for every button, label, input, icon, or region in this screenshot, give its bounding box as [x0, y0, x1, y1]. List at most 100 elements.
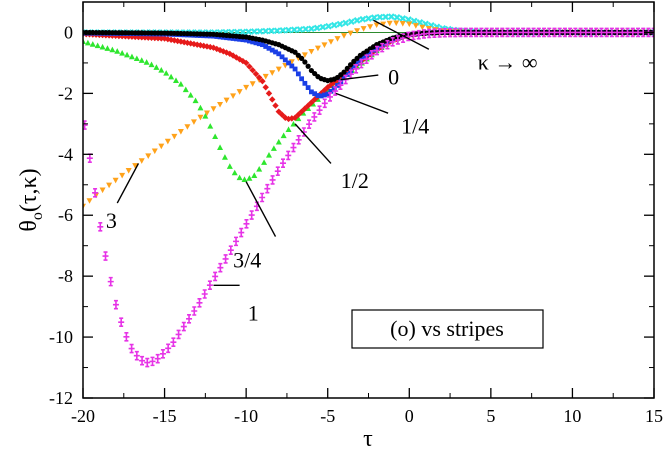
data-point [405, 16, 412, 23]
data-point [139, 355, 146, 366]
data-point [273, 49, 278, 55]
x-tick-label: 15 [645, 406, 663, 426]
data-point [202, 113, 209, 119]
data-point [279, 54, 285, 60]
data-point [420, 29, 427, 39]
x-axis-title: τ [363, 426, 373, 452]
data-point [246, 175, 253, 181]
data-point [240, 37, 246, 43]
data-point [119, 172, 126, 179]
data-point [614, 27, 621, 38]
data-point [279, 27, 287, 34]
data-point [128, 53, 135, 60]
data-point [124, 51, 131, 58]
data-point [353, 64, 360, 74]
data-point [245, 28, 252, 36]
data-point [295, 111, 302, 118]
data-point [306, 119, 313, 130]
data-point [226, 163, 233, 169]
data-point [302, 59, 308, 65]
data-point [295, 52, 301, 58]
data-point [286, 60, 291, 66]
data-point [230, 93, 237, 100]
data-point [217, 262, 224, 273]
y-tick-label: -6 [58, 205, 73, 225]
data-point [197, 42, 204, 49]
data-point [184, 39, 191, 47]
data-point [256, 166, 263, 172]
data-point [336, 20, 344, 28]
data-point [268, 27, 275, 35]
data-point [290, 120, 297, 127]
x-tick-label: -20 [71, 406, 95, 426]
y-axis-title: θo(τ,κ) [16, 168, 46, 231]
data-point [255, 74, 263, 81]
data-point [341, 33, 348, 39]
data-point [467, 27, 474, 38]
ticks [82, 1, 655, 399]
data-point [252, 70, 260, 78]
data-point [342, 19, 350, 27]
data-point [509, 27, 516, 38]
data-point [588, 27, 595, 38]
data-point [253, 201, 260, 212]
data-point [295, 115, 302, 122]
data-point [276, 51, 282, 57]
y-axis-title-sub: o [29, 212, 46, 220]
data-point [86, 198, 93, 204]
data-point [393, 20, 400, 27]
data-point [301, 52, 308, 58]
data-point [246, 63, 253, 70]
data-point [275, 138, 282, 145]
data-point [331, 86, 337, 92]
series-1 [83, 27, 654, 368]
annotation-label: 1/4 [401, 113, 429, 138]
data-point [187, 92, 194, 98]
data-point [292, 49, 298, 55]
annotation-label: 1 [248, 301, 259, 326]
data-point [238, 227, 245, 238]
data-point [328, 88, 334, 94]
data-point [132, 163, 139, 169]
data-point [144, 357, 151, 368]
data-point [212, 271, 219, 282]
data-point [399, 21, 406, 27]
annotation-leader [245, 181, 277, 237]
data-point [344, 72, 350, 77]
data-point [593, 27, 600, 38]
data-point [273, 27, 281, 35]
x-tick-label: -5 [320, 406, 335, 426]
data-point [233, 36, 239, 42]
data-point [530, 27, 537, 38]
data-point [577, 27, 584, 38]
data-point [243, 37, 249, 43]
data-point [393, 14, 401, 21]
data-point [315, 93, 321, 98]
data-point [337, 80, 344, 91]
data-point [351, 58, 357, 64]
data-point [251, 172, 258, 179]
data-point [253, 40, 259, 46]
data-point [314, 45, 321, 52]
data-point [426, 28, 433, 39]
data-point [525, 27, 532, 38]
data-point [312, 70, 318, 77]
data-point [164, 138, 171, 145]
data-point [347, 18, 355, 26]
data-point [309, 89, 314, 95]
data-point [347, 69, 354, 79]
data-point [312, 91, 318, 97]
data-point [259, 192, 266, 203]
data-point [109, 46, 116, 53]
data-point [184, 124, 191, 130]
data-point [419, 24, 426, 31]
data-point [399, 15, 407, 22]
data-point [233, 236, 240, 247]
annotation-texts: κ → ∞ 01/4 1/2 3/4 3 1 [106, 49, 538, 325]
annotation-label: 0 [388, 65, 399, 90]
data-point [365, 15, 372, 22]
data-point [233, 28, 241, 36]
data-point [406, 21, 413, 28]
data-point [84, 39, 91, 46]
data-point [248, 210, 255, 220]
